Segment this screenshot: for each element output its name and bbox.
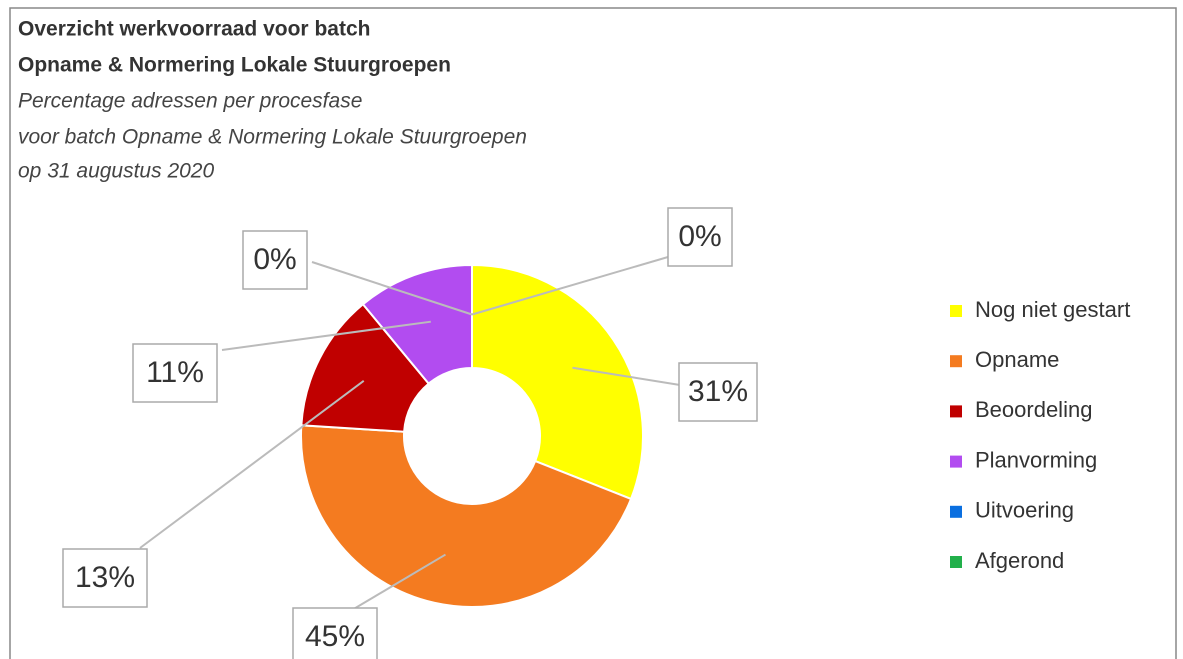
data-label: 0% bbox=[678, 220, 721, 253]
donut-segment bbox=[299, 424, 633, 609]
leader-line bbox=[351, 553, 447, 611]
label-box bbox=[292, 607, 378, 659]
data-label: 31% bbox=[688, 375, 748, 408]
data-label: 45% bbox=[305, 620, 365, 653]
leader-line bbox=[471, 256, 669, 316]
legend-label: Beoordeling bbox=[975, 397, 1092, 422]
leader-line bbox=[572, 366, 681, 386]
title-line: Overzicht werkvoorraad voor batch bbox=[18, 18, 370, 41]
data-label: 11% bbox=[146, 356, 204, 389]
data-label: 13% bbox=[75, 561, 135, 594]
label-box bbox=[132, 343, 218, 403]
subtitle-line: op 31 augustus 2020 bbox=[18, 160, 214, 183]
legend-label: Afgerond bbox=[975, 548, 1064, 573]
legend-label: Uitvoering bbox=[975, 498, 1074, 523]
label-box bbox=[62, 548, 148, 608]
legend-swatch bbox=[950, 556, 962, 568]
leader-line bbox=[139, 380, 365, 549]
legend-label: Nog niet gestart bbox=[975, 297, 1130, 322]
data-label: 0% bbox=[253, 243, 296, 276]
label-box bbox=[667, 207, 733, 267]
label-box bbox=[678, 362, 758, 422]
legend-label: Planvorming bbox=[975, 447, 1097, 472]
legend-label: Opname bbox=[975, 347, 1059, 372]
leader-line bbox=[221, 320, 431, 351]
subtitle-line: Percentage adressen per procesfase bbox=[18, 90, 362, 113]
subtitle-line: voor batch Opname & Normering Lokale Stu… bbox=[18, 126, 527, 149]
leader-line bbox=[311, 261, 473, 316]
label-box bbox=[242, 230, 308, 290]
legend-swatch bbox=[950, 405, 962, 418]
legend-swatch bbox=[950, 505, 962, 518]
title-line: Opname & Normering Lokale Stuurgroepen bbox=[18, 54, 451, 77]
frame bbox=[9, 7, 1177, 659]
legend-swatch bbox=[950, 355, 962, 368]
legend-swatch bbox=[950, 305, 962, 317]
legend-swatch bbox=[950, 455, 962, 468]
donut-segment bbox=[471, 263, 644, 501]
